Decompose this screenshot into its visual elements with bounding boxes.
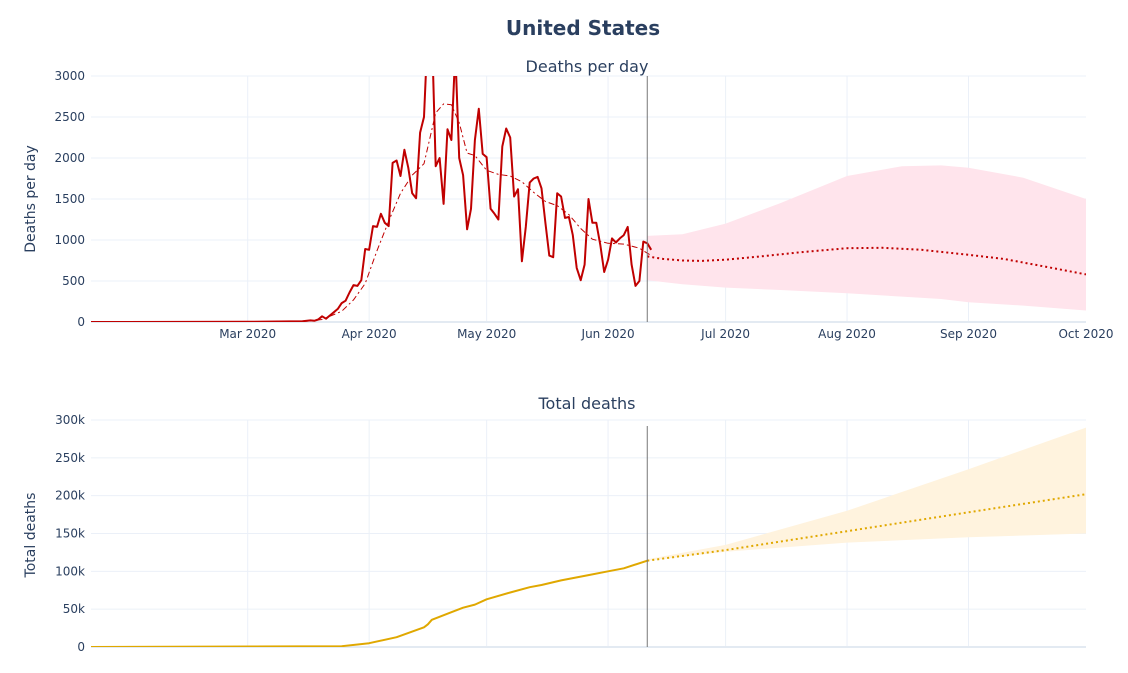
deaths-per-day-y-tick-label: 3000 — [54, 69, 85, 83]
deaths-per-day-ticks: Mar 2020 Apr 2020 May 2020 Jun 2020 Jul 2020… — [54, 69, 1113, 341]
deaths-per-day-title: Deaths per day — [526, 57, 649, 76]
total-deaths-y-tick-label: 100k — [55, 564, 85, 578]
deaths-per-day-forecast-band-area — [647, 165, 1086, 311]
deaths-per-day-x-tick-label: May 2020 — [457, 327, 516, 341]
deaths-per-day-y-tick-label: 1000 — [54, 233, 85, 247]
total-deaths-y-tick-label: 250k — [55, 451, 85, 465]
deaths-per-day-x-tick-label: Apr 2020 — [342, 327, 397, 341]
deaths-per-day-y-tick-label: 2500 — [54, 110, 85, 124]
deaths-per-day-y-tick-label: 2000 — [54, 151, 85, 165]
deaths-per-day-x-tick-label: Mar 2020 — [219, 327, 276, 341]
deaths-per-day-series — [91, 76, 1086, 322]
deaths-per-day-y-tick-label: 500 — [62, 274, 85, 288]
deaths-per-day-observed-deaths-per-day-line — [91, 76, 653, 322]
figure-title: United States — [506, 16, 660, 40]
deaths-per-day-x-tick-label: Aug 2020 — [818, 327, 876, 341]
total-deaths-y-tick-label: 150k — [55, 527, 85, 541]
deaths-per-day-y-tick-label: 1500 — [54, 192, 85, 206]
total-deaths-y-axis-title: Total deaths — [23, 493, 39, 579]
total-deaths-series — [91, 493, 1086, 647]
total-deaths-y-tick-label: 300k — [55, 413, 85, 427]
total-deaths-observed-total-deaths-line — [91, 559, 648, 647]
total-deaths-forecast-band — [647, 427, 1086, 561]
total-deaths-panel: Total deaths Total deaths 0 50k 100k 150k 20… — [23, 394, 1086, 654]
deaths-per-day-7-day-average-line — [302, 103, 652, 322]
total-deaths-forecast-total-deaths-line — [647, 493, 1086, 562]
deaths-per-day-panel: Deaths per day Deaths per day Mar 2020 Ap… — [23, 57, 1114, 341]
total-deaths-title: Total deaths — [537, 394, 635, 413]
total-deaths-forecast-band-area — [647, 427, 1086, 561]
total-deaths-ticks: 0 50k 100k 150k 200k 250k 300k — [55, 413, 85, 654]
total-deaths-y-tick-label: 50k — [63, 602, 85, 616]
deaths-per-day-x-tick-label: Oct 2020 — [1058, 327, 1113, 341]
deaths-per-day-x-tick-label: Sep 2020 — [940, 327, 997, 341]
deaths-per-day-y-tick-label: 0 — [77, 315, 85, 329]
total-deaths-y-tick-label: 200k — [55, 489, 85, 503]
deaths-per-day-x-tick-label: Jun 2020 — [581, 327, 635, 341]
total-deaths-y-tick-label: 0 — [77, 640, 85, 654]
deaths-per-day-forecast-band — [647, 165, 1086, 311]
deaths-per-day-forecast-mean-line — [647, 246, 1086, 276]
deaths-per-day-y-axis-title: Deaths per day — [23, 145, 39, 253]
deaths-per-day-x-tick-label: Jul 2020 — [700, 327, 750, 341]
